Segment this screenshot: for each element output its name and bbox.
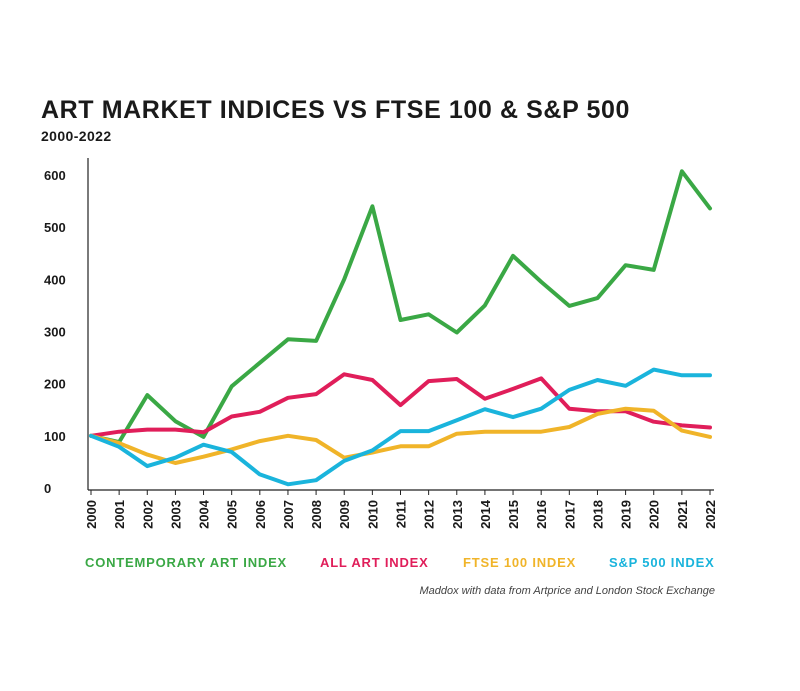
x-tick-label: 2009: [337, 500, 352, 529]
x-tick-label: 2019: [619, 500, 634, 529]
chart-title: ART MARKET INDICES VS FTSE 100 & S&P 500: [41, 96, 630, 124]
x-tick-label: 2012: [422, 500, 437, 529]
x-tick-label: 2010: [365, 500, 380, 529]
source-note: Maddox with data from Artprice and Londo…: [419, 585, 715, 597]
y-axis: 0 100 200 300 400 500 600: [44, 158, 89, 496]
x-tick-label: 2016: [534, 500, 549, 529]
x-tick-label: 2015: [506, 500, 521, 529]
x-tick-label: 2021: [675, 500, 690, 529]
x-tick-label: 2001: [112, 500, 127, 529]
x-tick-label: 2013: [450, 500, 465, 529]
x-tick-label: 2011: [394, 500, 409, 528]
y-tick-label: 200: [44, 377, 66, 392]
series-line-ftse-100-index: [89, 406, 712, 465]
legend-ftse-100-index: FTSE 100 INDEX: [463, 555, 577, 570]
chart-subtitle: 2000-2022: [41, 128, 112, 144]
x-tick-label: 2000: [84, 500, 99, 529]
legend-all-art-index: ALL ART INDEX: [320, 555, 429, 570]
x-tick-label: 2014: [478, 499, 493, 529]
series-line-contemporary-art-index: [89, 169, 712, 445]
y-tick-label: 300: [44, 325, 66, 340]
x-tick-label: 2017: [562, 500, 577, 529]
y-tick-label: 0: [44, 481, 51, 496]
series-layer: [89, 169, 712, 487]
x-axis: 2000 2001 2002 2003 2004 2005 2006 2007 2008 2009…: [84, 489, 718, 529]
y-tick-label: 100: [44, 429, 66, 444]
x-tick-label: 2018: [590, 500, 605, 529]
x-tick-label: 2006: [253, 500, 268, 529]
x-tick-label: 2004: [197, 499, 212, 529]
y-tick-label: 600: [44, 168, 66, 183]
x-tick-label: 2003: [168, 500, 183, 529]
legend-contemporary-art-index: CONTEMPORARY ART INDEX: [85, 555, 288, 570]
x-tick-label: 2005: [225, 500, 240, 529]
y-tick-label: 500: [44, 220, 66, 235]
x-tick-label: 2002: [140, 500, 155, 529]
legend-sp-500-index: S&P 500 INDEX: [609, 555, 715, 570]
y-tick-label: 400: [44, 272, 66, 287]
x-tick-label: 2007: [281, 500, 296, 529]
series-line-s-p-500-index: [89, 367, 712, 487]
x-tick-label: 2020: [647, 500, 662, 529]
x-tick-label: 2008: [309, 500, 324, 529]
x-tick-label: 2022: [703, 500, 718, 529]
